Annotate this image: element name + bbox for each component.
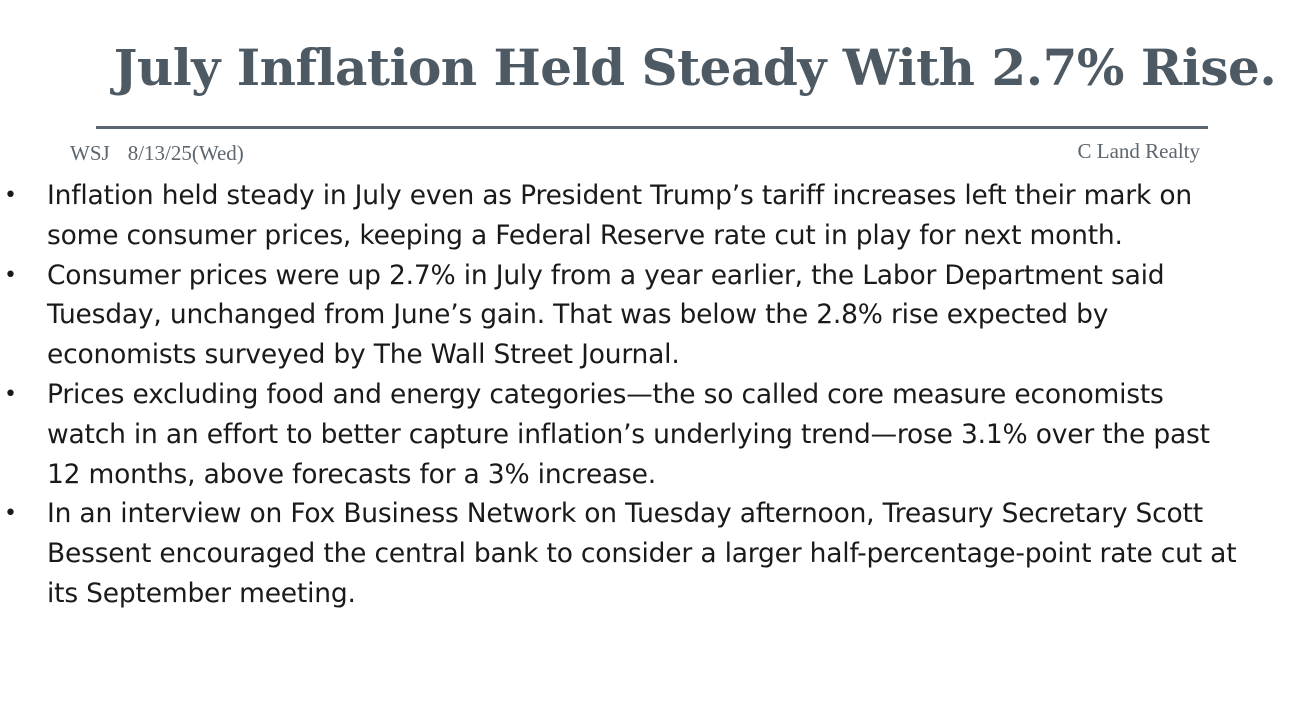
- bullet-icon: •: [4, 183, 17, 208]
- bullet-text: Prices excluding food and energy categor…: [47, 378, 1210, 490]
- source-label: WSJ: [70, 141, 110, 165]
- bullet-item: • In an interview on Fox Business Networ…: [0, 494, 1240, 613]
- bullet-item: • Consumer prices were up 2.7% in July f…: [0, 256, 1240, 375]
- bullet-item: • Inflation held steady in July even as …: [0, 176, 1240, 256]
- bullet-text: Inflation held steady in July even as Pr…: [47, 180, 1192, 251]
- bullet-item: • Prices excluding food and energy categ…: [0, 375, 1240, 494]
- bullet-icon: •: [4, 381, 17, 407]
- slide-title: July Inflation Held Steady With 2.7% Ris…: [113, 38, 1277, 97]
- publisher-label: C Land Realty: [1077, 139, 1200, 163]
- source-line: WSJ 8/13/25(Wed): [70, 141, 244, 166]
- date-label: 8/13/25(Wed): [127, 141, 244, 165]
- bullet-text: Consumer prices were up 2.7% in July fro…: [47, 259, 1165, 371]
- title-divider: [96, 126, 1208, 129]
- bullet-icon: •: [4, 262, 17, 288]
- bullet-list: • Inflation held steady in July even as …: [0, 176, 1240, 614]
- bullet-icon: •: [4, 501, 17, 527]
- bullet-text: In an interview on Fox Business Network …: [47, 498, 1237, 609]
